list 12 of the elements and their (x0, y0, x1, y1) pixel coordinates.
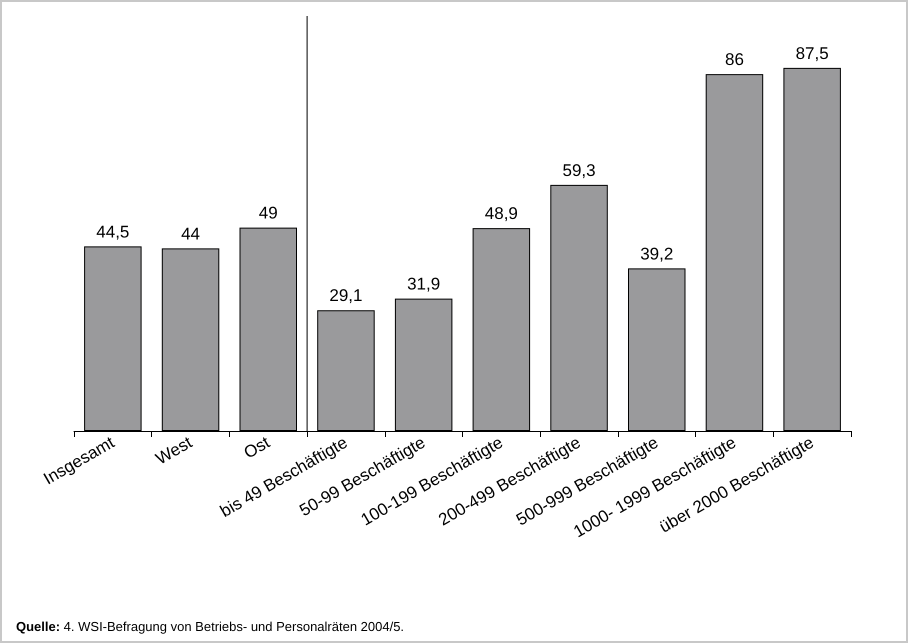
data-label: 86 (724, 50, 744, 70)
data-label: 87,5 (796, 44, 829, 63)
data-label: 29,1 (329, 286, 362, 306)
data-label: 59,3 (562, 160, 596, 180)
data-label: 39,2 (640, 244, 674, 264)
data-label: 49 (258, 204, 278, 223)
data-label: 48,9 (484, 204, 518, 224)
source-note: Quelle: 4. WSI-Befragung von Betriebs- und Personalräten 2004/5. (16, 619, 404, 634)
data-label: 31,9 (407, 274, 440, 294)
x-tick-label: West (152, 432, 196, 468)
data-label: 44 (181, 224, 200, 244)
data-label: 44,5 (96, 222, 130, 242)
